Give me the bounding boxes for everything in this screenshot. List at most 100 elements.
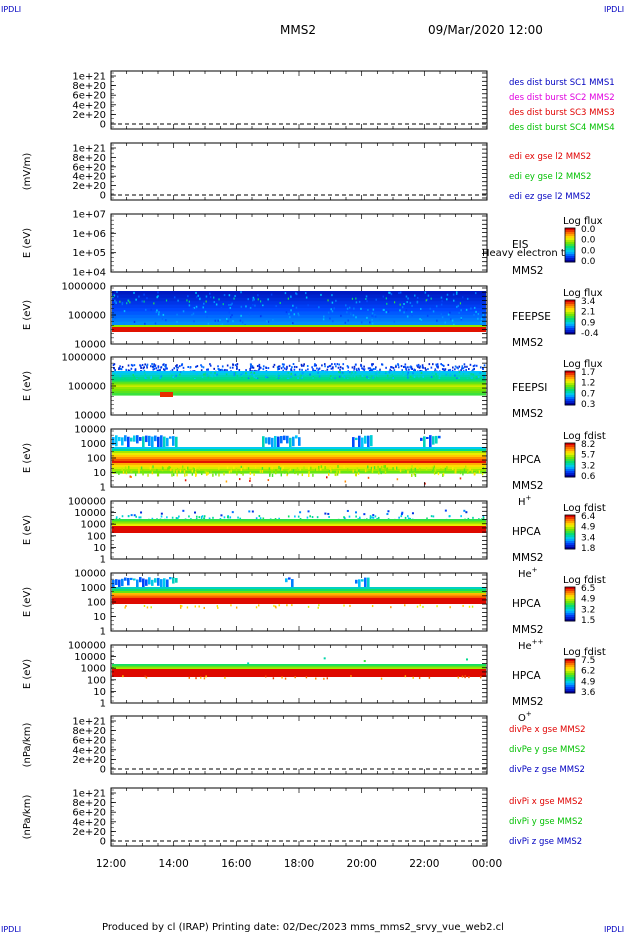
y-tick-label-6-3: 10 [93, 468, 106, 479]
colorbar-title-9: Log fdist [563, 647, 606, 658]
colorbar-tick-9-2: 4.9 [581, 677, 596, 687]
y-axis-label-6: E (eV) [22, 443, 33, 473]
y-axis-label-5: E (eV) [22, 371, 33, 401]
y-tick-label-2-1: 8e+20 [72, 153, 106, 164]
colorbar-tick-6-2: 3.2 [581, 461, 595, 471]
y-axis-label-4: E (eV) [22, 300, 33, 330]
instrument-label-7: HPCA [512, 526, 542, 538]
legend-entry-11-1: divPi y gse MMS2 [509, 817, 583, 827]
y-tick-label-7-0: 100000 [68, 497, 106, 508]
y-tick-label-5-1: 100000 [68, 382, 106, 393]
colorbar-tick-6-1: 5.7 [581, 451, 595, 461]
legend-entry-2-1: edi ey gse l2 MMS2 [509, 172, 591, 182]
y-tick-label-5-2: 10000 [74, 411, 106, 422]
y-tick-label-11-1: 8e+20 [72, 798, 106, 809]
x-tick-label-0: 12:00 [96, 858, 126, 870]
y-tick-label-4-2: 10000 [74, 340, 106, 351]
ion-charge-sup-6: + [526, 494, 532, 502]
y-axis-label-9: E (eV) [22, 659, 33, 689]
colorbar-tick-8-2: 3.2 [581, 605, 595, 615]
y-tick-label-9-1: 10000 [74, 652, 106, 663]
colorbar-tick-8-0: 6.5 [581, 584, 595, 594]
colorbar-title-5: Log flux [563, 359, 603, 370]
spacecraft-label-6: MMS2 [512, 480, 543, 492]
y-tick-label-11-5: 0 [100, 837, 106, 848]
y-tick-label-8-4: 1 [100, 627, 106, 638]
panel-3: 1e+07 1e+06 1e+05 1e+04 E (eV) EIS MMS2 Heavy e… [22, 210, 603, 279]
colorbar-tick-4-0: 3.4 [581, 297, 596, 307]
y-tick-label-9-3: 100 [87, 675, 106, 686]
colorbar-title-8: Log fdist [563, 575, 606, 586]
y-tick-label-6-0: 10000 [74, 425, 106, 436]
legend-entry-11-2: divPi z gse MMS2 [509, 837, 582, 847]
y-tick-label-9-4: 10 [93, 687, 106, 698]
y-tick-label-3-3: 1e+04 [72, 268, 106, 279]
panel-6: 10000 1000 100 10 1 E (eV) HPCA MMS2 H+ Log fdist… [22, 425, 606, 509]
y-tick-label-11-0: 1e+21 [72, 789, 106, 800]
colorbar-tick-7-0: 6.4 [581, 512, 596, 522]
y-tick-label-6-4: 1 [100, 483, 106, 494]
date-title: 09/Mar/2020 12:00 [428, 23, 543, 37]
y-tick-label-2-0: 1e+21 [72, 144, 106, 155]
y-tick-label-9-2: 1000 [81, 664, 106, 675]
spacecraft-label-9: MMS2 [512, 696, 543, 708]
legend-entry-2-2: edi ez gse l2 MMS2 [509, 192, 591, 202]
x-tick-label-1: 14:00 [159, 858, 189, 870]
legend-entry-1-1: des dist burst SC2 MMS2 [509, 93, 615, 103]
legend-entry-10-2: divPe z gse MMS2 [509, 765, 585, 775]
panel-5: 1000000 100000 10000 E (eV) FEEPSI MMS2 Log fl… [22, 353, 603, 422]
corner-tag-top-right: IPDLI [604, 5, 624, 14]
y-tick-label-8-1: 1000 [81, 583, 106, 594]
panel-8: 10000 1000 100 10 1 E (eV) HPCA MMS2 He++ Log fdi… [22, 569, 606, 653]
y-tick-label-7-3: 100 [87, 531, 106, 542]
legend-entry-1-0: des dist burst SC1 MMS1 [509, 78, 615, 88]
colorbar-tick-4-2: 0.9 [581, 318, 596, 328]
instrument-label-3: EIS [512, 239, 529, 251]
panel-frame-1 [110, 70, 488, 130]
colorbar-tick-4-3: -0.4 [581, 329, 599, 339]
y-tick-label-2-2: 6e+20 [72, 162, 106, 173]
ion-species-label-8: He++ [518, 638, 544, 652]
x-tick-label-4: 20:00 [347, 858, 377, 870]
y-tick-label-8-0: 10000 [74, 569, 106, 580]
y-tick-label-9-5: 1 [100, 699, 106, 710]
y-tick-label-5-0: 1000000 [61, 353, 106, 364]
colorbar-tick-3-3: 0.0 [581, 257, 596, 267]
y-tick-label-4-1: 100000 [68, 311, 106, 322]
colorbar-tick-6-3: 0.6 [581, 472, 596, 482]
colorbar-tick-9-0: 7.5 [581, 656, 595, 666]
legend-entry-1-2: des dist burst SC3 MMS3 [509, 108, 615, 118]
y-tick-label-8-3: 10 [93, 612, 106, 623]
y-tick-label-3-0: 1e+07 [72, 210, 106, 221]
y-axis-label-8: E (eV) [22, 587, 33, 617]
y-tick-label-11-4: 2e+20 [72, 827, 106, 838]
y-tick-label-10-2: 6e+20 [72, 736, 106, 747]
colorbar-tick-9-1: 6.2 [581, 667, 595, 677]
colorbar-tick-5-2: 0.7 [581, 389, 595, 399]
y-tick-label-9-0: 100000 [68, 641, 106, 652]
y-tick-label-8-2: 100 [87, 598, 106, 609]
colorbar-title-4: Log flux [563, 288, 603, 299]
y-tick-label-10-5: 0 [100, 765, 106, 776]
y-tick-label-1-2: 6e+20 [72, 91, 106, 102]
y-tick-label-2-3: 4e+20 [72, 172, 106, 183]
ion-species-label-6: H+ [518, 494, 532, 508]
colorbar-tick-3-0: 0.0 [581, 225, 596, 235]
x-tick-label-2: 16:00 [221, 858, 251, 870]
spacecraft-label-3: MMS2 [512, 265, 543, 277]
spacecraft-label-4: MMS2 [512, 337, 543, 349]
y-tick-label-2-4: 2e+20 [72, 181, 106, 192]
legend-entry-2-0: edi ex gse l2 MMS2 [509, 152, 591, 162]
colorbar-tick-7-3: 1.8 [581, 544, 596, 554]
y-tick-label-7-2: 1000 [81, 520, 106, 531]
panel-4: 1000000 100000 10000 E (eV) FEEPSE MMS2 Log fl… [22, 282, 603, 351]
panel-frame-2 [110, 142, 488, 201]
y-tick-label-10-0: 1e+21 [72, 717, 106, 728]
legend-entry-1-3: des dist burst SC4 MMS4 [509, 123, 615, 133]
y-axis-label-3: E (eV) [22, 228, 33, 258]
colorbar-title-7: Log fdist [563, 503, 606, 514]
instrument-label-8: HPCA [512, 598, 542, 610]
colorbar-tick-8-3: 1.5 [581, 616, 595, 626]
